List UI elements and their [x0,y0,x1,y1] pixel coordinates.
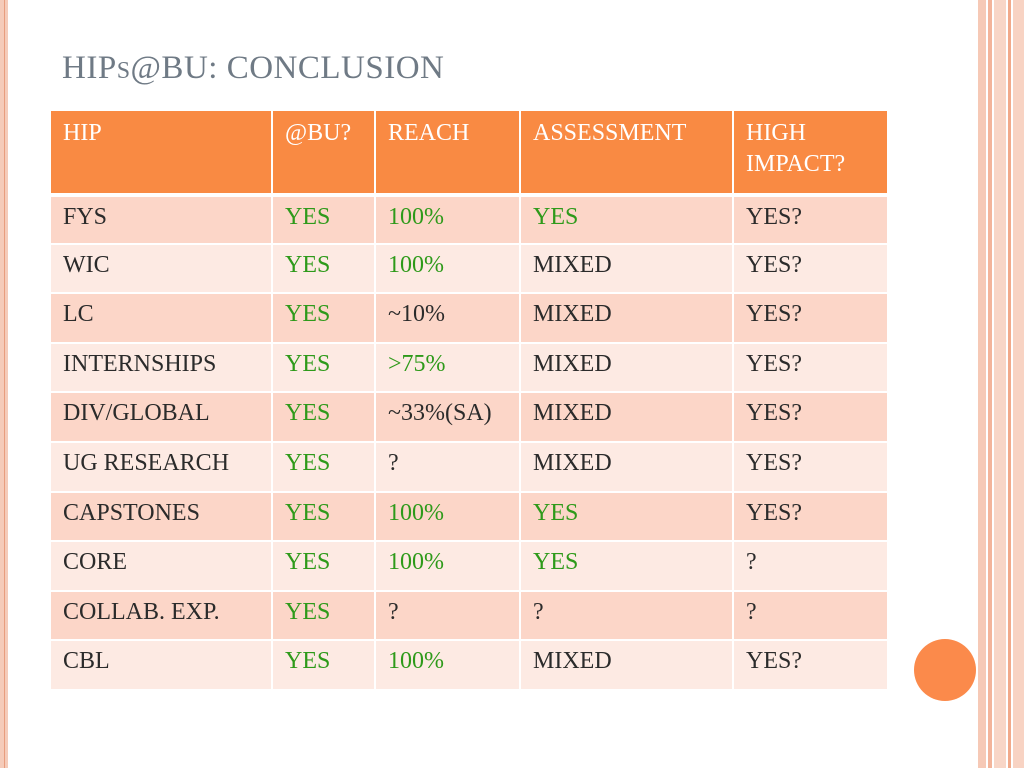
cell-assessment: YES [521,492,734,543]
cell-hip-name: LC [51,294,273,344]
table-row: CORE YES 100% YES? [51,542,887,592]
slide-title: HIPS@BU: CONCLUSION [62,50,445,86]
cell-at-bu: YES [273,393,376,443]
table-row: CBL YES 100% MIXED YES? [51,641,887,691]
cell-assessment: YES [521,195,734,245]
cell-at-bu: YES [273,591,376,642]
table-row: COLLAB. EXP. YES??? [51,591,887,642]
cell-hip-name: DIV/GLOBAL [51,393,273,443]
cell-hip-name: CORE [51,542,273,592]
table-header-row: HIP @BU? REACH ASSESSMENT HIGH IMPACT? [51,111,887,195]
cell-high-impact: YES? [734,244,887,295]
cell-at-bu: YES [273,244,376,295]
accent-circle [914,639,976,701]
cell-at-bu: YES [273,542,376,592]
cell-reach: ~10% [376,294,521,344]
cell-reach: 100% [376,244,521,295]
cell-reach: 100% [376,492,521,543]
cell-reach: 100% [376,195,521,245]
cell-at-bu: YES [273,492,376,543]
cell-reach: ? [376,591,521,642]
cell-reach: ~33%(SA) [376,393,521,443]
header-assessment: ASSESSMENT [521,111,734,195]
cell-at-bu: YES [273,442,376,493]
table-row: UG RESEARCH YES? MIXED YES? [51,442,887,493]
hip-table: HIP @BU? REACH ASSESSMENT HIGH IMPACT? F… [51,111,887,691]
table-row: DIV/GLOBAL YES ~33%(SA) MIXED YES? [51,393,887,443]
cell-assessment: MIXED [521,393,734,443]
cell-high-impact: YES? [734,641,887,691]
cell-at-bu: YES [273,294,376,344]
cell-high-impact: YES? [734,492,887,543]
header-high-impact: HIGH IMPACT? [734,111,887,195]
cell-high-impact: YES? [734,294,887,344]
cell-hip-name: COLLAB. EXP. [51,591,273,642]
cell-reach: 100% [376,542,521,592]
cell-high-impact: YES? [734,393,887,443]
cell-at-bu: YES [273,641,376,691]
cell-hip-name: INTERNSHIPS [51,343,273,394]
cell-reach: >75% [376,343,521,394]
header-hip: HIP [51,111,273,195]
cell-high-impact: YES? [734,442,887,493]
table-row: WIC YES 100% MIXED YES? [51,244,887,295]
cell-at-bu: YES [273,343,376,394]
cell-high-impact: YES? [734,343,887,394]
cell-assessment: MIXED [521,294,734,344]
header-at-bu: @BU? [273,111,376,195]
cell-hip-name: WIC [51,244,273,295]
cell-assessment: YES [521,542,734,592]
slide-right-border [978,0,1024,768]
header-reach: REACH [376,111,521,195]
cell-reach: ? [376,442,521,493]
cell-hip-name: CBL [51,641,273,691]
cell-assessment: ? [521,591,734,642]
cell-assessment: MIXED [521,641,734,691]
table-row: INTERNSHIPS YES >75% MIXED YES? [51,343,887,394]
slide-left-border [0,0,8,768]
cell-assessment: MIXED [521,343,734,394]
cell-reach: 100% [376,641,521,691]
table-row: LC YES ~10% MIXED YES? [51,294,887,344]
table-row: CAPSTONES YES 100% YES YES? [51,492,887,543]
cell-assessment: MIXED [521,244,734,295]
cell-hip-name: UG RESEARCH [51,442,273,493]
cell-at-bu: YES [273,195,376,245]
cell-hip-name: FYS [51,195,273,245]
cell-high-impact: ? [734,591,887,642]
cell-high-impact: ? [734,542,887,592]
cell-hip-name: CAPSTONES [51,492,273,543]
cell-assessment: MIXED [521,442,734,493]
table-row: FYS YES 100% YES YES? [51,195,887,245]
cell-high-impact: YES? [734,195,887,245]
